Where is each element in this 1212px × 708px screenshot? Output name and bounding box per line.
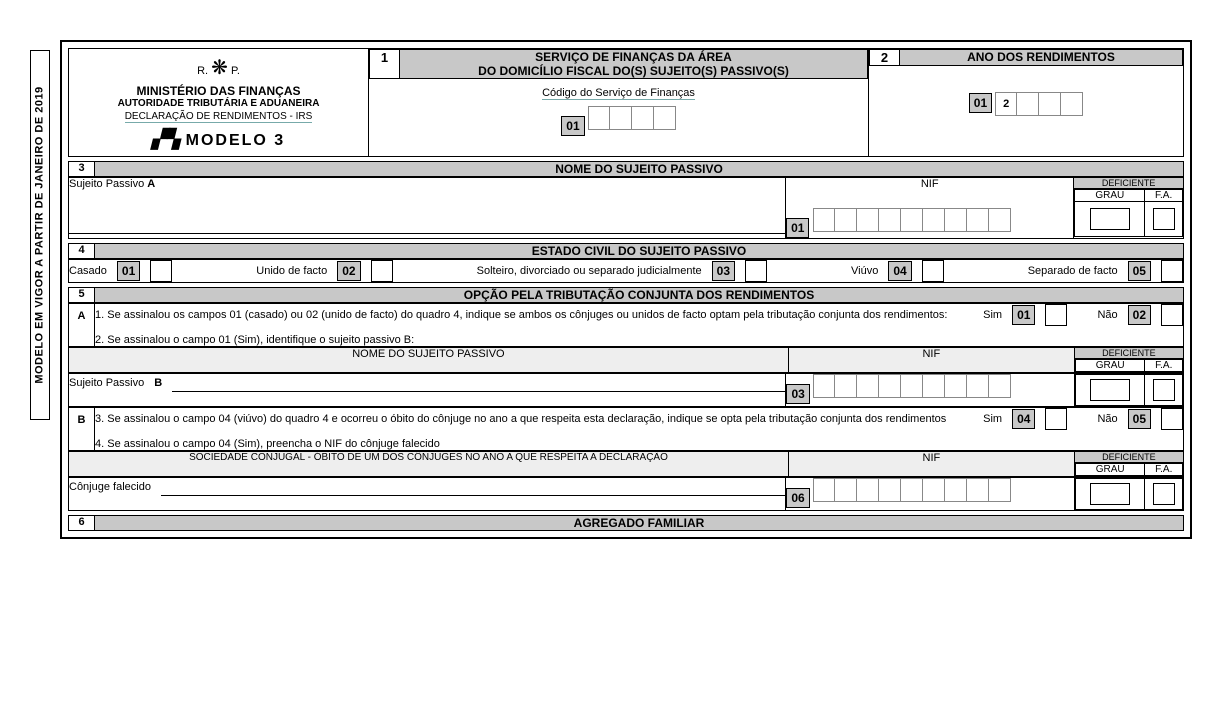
q5-nif-label: NIF — [788, 348, 1074, 373]
modelo-label: MODELO 3 — [186, 132, 286, 149]
box1-subtitle: Código do Serviço de Finanças — [542, 87, 695, 100]
q6-number: 6 — [69, 516, 95, 531]
q3-name-line[interactable] — [69, 216, 785, 234]
q3-nif-cells[interactable] — [813, 208, 1011, 232]
q4-opt3: Solteiro, divorciado ou separado judicia… — [477, 265, 702, 277]
q5-conj-label: Cônjuge falecido — [69, 481, 151, 493]
q3-def-header: DEFICIENTE — [1074, 178, 1183, 189]
q5-spb-label: Sujeito Passivo — [69, 377, 144, 389]
box1-field-code: 01 — [561, 116, 584, 136]
q4-cb1[interactable] — [150, 260, 172, 282]
q4-opt5: Separado de facto — [1028, 265, 1118, 277]
q5-fa-label: F.A. — [1145, 360, 1183, 372]
q5-sub-name: NOME DO SUJEITO PASSIVO — [69, 348, 789, 373]
q5-line2: 2. Se assinalou o campo 01 (Sim), identi… — [95, 334, 1183, 346]
q4-cb3[interactable] — [745, 260, 767, 282]
q5-sub2: SOCIEDADE CONJUGAL - ÓBITO DE UM DOS CÔN… — [69, 452, 789, 477]
q5-sim-cb[interactable] — [1045, 304, 1067, 326]
q5-line3: 3. Se assinalou o campo 04 (viúvo) do qu… — [95, 413, 973, 425]
logo-block: R. ❋ P. MINISTÉRIO DAS FINANÇAS AUTORIDA… — [69, 49, 368, 156]
q3-fa-label: F.A. — [1145, 190, 1183, 202]
q3-fa-box[interactable] — [1153, 208, 1175, 230]
q5-sim: Sim — [983, 309, 1002, 321]
q4-c4: 04 — [888, 261, 911, 281]
logo-glyph: ▞▚ — [152, 129, 180, 149]
q5-conj-grau-box[interactable] — [1090, 483, 1130, 505]
model-effective-label: MODELO EM VIGOR A PARTIR DE JANEIRO DE 2… — [30, 50, 50, 420]
box1-number: 1 — [370, 50, 400, 79]
box1-title-1: SERVIÇO DE FINANÇAS DA ÁREA — [400, 50, 867, 64]
emblem-icon: ❋ — [211, 57, 228, 79]
q5-nao2-cb[interactable] — [1161, 408, 1183, 430]
authority: AUTORIDADE TRIBUTÁRIA E ADUANEIRA — [75, 98, 362, 109]
q5-conj-line[interactable] — [161, 478, 785, 496]
q4-cb4[interactable] — [922, 260, 944, 282]
q5-sim2-cb[interactable] — [1045, 408, 1067, 430]
box1-title-2: DO DOMICÍLIO FISCAL DO(S) SUJEITO(S) PAS… — [400, 64, 867, 78]
q3-sp-label: Sujeito Passivo — [69, 178, 144, 190]
q5-spb-nif-cells[interactable] — [813, 374, 1011, 398]
q4-c2: 02 — [337, 261, 360, 281]
form-outer: R. ❋ P. MINISTÉRIO DAS FINANÇAS AUTORIDA… — [60, 40, 1192, 539]
q5-B-label: B — [69, 408, 95, 451]
q4-c3: 03 — [712, 261, 735, 281]
q5-spb-fa-box[interactable] — [1153, 379, 1175, 401]
q5-def-header2: DEFICIENTE — [1075, 452, 1183, 463]
box2-title: ANO DOS RENDIMENTOS — [900, 50, 1183, 66]
q5-nao-c: 02 — [1128, 305, 1151, 325]
q5-spb-letter: B — [154, 377, 162, 389]
q5-line1: 1. Se assinalou os campos 01 (casado) ou… — [95, 309, 973, 321]
q3-sp-letter: A — [147, 178, 155, 190]
q5-conj-code: 06 — [786, 488, 809, 508]
q4-number: 4 — [69, 244, 95, 259]
q5-spb-line[interactable] — [172, 374, 785, 392]
q5-nao2: Não — [1097, 413, 1117, 425]
q5-def-header: DEFICIENTE — [1075, 348, 1183, 359]
q4-title: ESTADO CIVIL DO SUJEITO PASSIVO — [95, 244, 1184, 259]
q4-opt4: Viúvo — [851, 265, 878, 277]
q3-number: 3 — [69, 162, 95, 177]
q5-line4: 4. Se assinalou o campo 04 (Sim), preenc… — [95, 438, 1183, 450]
q5-fa-label2: F.A. — [1145, 464, 1183, 476]
q4-opt1: Casado — [69, 265, 107, 277]
q5-conj-fa-box[interactable] — [1153, 483, 1175, 505]
q6-title: AGREGADO FAMILIAR — [95, 516, 1184, 531]
q3-grau-box[interactable] — [1090, 208, 1130, 230]
box2-field-code: 01 — [969, 93, 992, 113]
q5-sim-c: 01 — [1012, 305, 1035, 325]
q5-grau-label: GRAU — [1075, 360, 1145, 372]
q5-nao2-c: 05 — [1128, 409, 1151, 429]
q5-grau-label2: GRAU — [1075, 464, 1145, 476]
q4-cb2[interactable] — [371, 260, 393, 282]
declaration: DECLARAÇÃO DE RENDIMENTOS - IRS — [125, 111, 313, 123]
q3-nif-code: 01 — [786, 218, 809, 238]
q3-nif-label: NIF — [786, 178, 1073, 190]
q5-sim2: Sim — [983, 413, 1002, 425]
q5-sim2-c: 04 — [1012, 409, 1035, 429]
box2-prefill: 2 — [995, 92, 1017, 116]
rp-left: R. — [197, 65, 208, 77]
ministry: MINISTÉRIO DAS FINANÇAS — [75, 84, 362, 98]
rp-right: P. — [231, 65, 240, 77]
q5-nao: Não — [1097, 309, 1117, 321]
model-effective-text: MODELO EM VIGOR A PARTIR DE JANEIRO DE 2… — [34, 86, 46, 383]
q5-number: 5 — [69, 288, 95, 303]
q3-grau-label: GRAU — [1075, 190, 1145, 202]
header-table: R. ❋ P. MINISTÉRIO DAS FINANÇAS AUTORIDA… — [68, 48, 1184, 157]
q5-spb-code: 03 — [786, 384, 809, 404]
q3-title: NOME DO SUJEITO PASSIVO — [95, 162, 1184, 177]
box2-field-cells[interactable]: 2 — [995, 92, 1083, 116]
box2-number: 2 — [870, 50, 900, 66]
q4-opt2: Unido de facto — [256, 265, 327, 277]
q4-c1: 01 — [117, 261, 140, 281]
box1-field-cells[interactable] — [588, 106, 676, 130]
q5-A-label: A — [69, 304, 95, 347]
q4-cb5[interactable] — [1161, 260, 1183, 282]
q5-spb-grau-box[interactable] — [1090, 379, 1130, 401]
q5-conj-nif-cells[interactable] — [813, 478, 1011, 502]
q5-nif-label2: NIF — [788, 452, 1074, 477]
q4-c5: 05 — [1128, 261, 1151, 281]
q5-nao-cb[interactable] — [1161, 304, 1183, 326]
q5-title: OPÇÃO PELA TRIBUTAÇÃO CONJUNTA DOS RENDI… — [95, 288, 1184, 303]
